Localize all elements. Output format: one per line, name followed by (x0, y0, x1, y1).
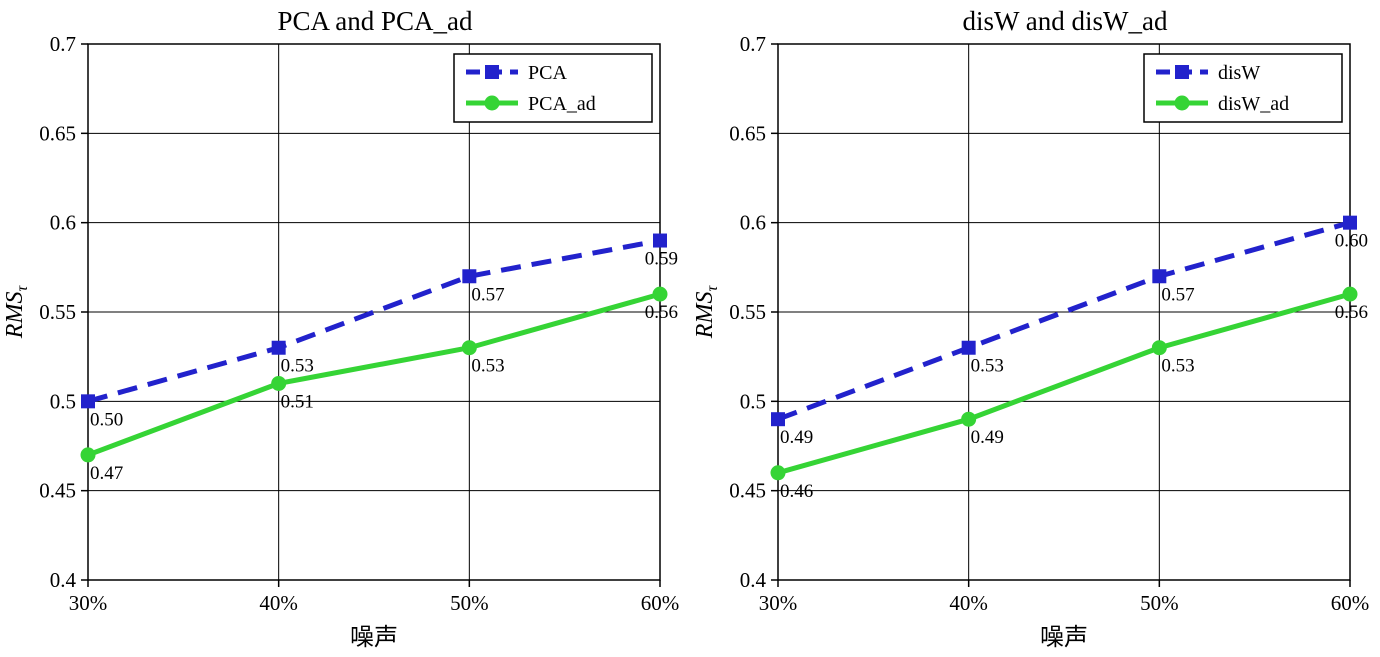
legend-label: disW (1218, 62, 1260, 84)
marker-square-disW (1343, 215, 1357, 230)
marker-circle-PCA_ad (80, 447, 96, 463)
y-tick-label: 0.55 (39, 300, 76, 324)
marker-circle-disW_ad (1342, 286, 1358, 302)
y-tick-label: 0.4 (740, 568, 767, 592)
marker-circle-PCA_ad (271, 375, 287, 391)
legend-marker-square (1175, 65, 1189, 79)
series-line-PCA_ad (87, 291, 661, 458)
legend-label: PCA (528, 62, 567, 84)
marker-square-PCA (462, 269, 477, 284)
data-label: 0.57 (471, 284, 504, 305)
chart-svg-pca: 0.4 0.45 0.5 0.55 0.6 0.65 0.7 30% 40% 50% 60% 噪声 RM… (2, 32, 680, 651)
data-label: 0.50 (90, 409, 123, 430)
data-label: 0.53 (471, 356, 504, 377)
series-line-PCA (87, 238, 661, 404)
marker-circle-disW_ad (961, 411, 977, 427)
data-label: 0.60 (1335, 231, 1368, 252)
y-tick-label: 0.45 (729, 479, 766, 503)
series-line-disW_ad (777, 291, 1351, 476)
y-tick-label: 0.7 (740, 32, 766, 56)
y-tick-label: 0.5 (740, 389, 766, 413)
x-tick-label: 40% (259, 591, 298, 615)
marker-square-PCA (653, 233, 667, 248)
marker-square-disW (771, 412, 785, 427)
legend-label: disW_ad (1218, 93, 1289, 115)
data-label: 0.49 (780, 427, 813, 448)
x-tick-label: 50% (1140, 591, 1179, 615)
y-tick-label: 0.65 (729, 121, 766, 145)
y-tick-label: 0.45 (39, 479, 76, 503)
data-label: 0.51 (281, 391, 314, 412)
y-tick-label: 0.5 (50, 389, 76, 413)
x-tick-label: 50% (450, 591, 489, 615)
x-tick-label: 60% (641, 591, 680, 615)
plot-border (777, 43, 1351, 581)
data-label: 0.57 (1161, 284, 1194, 305)
chart-svg-disw: 0.4 0.45 0.5 0.55 0.6 0.65 0.7 30% 40% 50% 60% 噪声 RM… (692, 32, 1370, 651)
data-label: 0.59 (645, 249, 678, 270)
marker-circle-PCA_ad (652, 286, 668, 302)
data-label: 0.49 (971, 427, 1004, 448)
marker-square-PCA (271, 340, 286, 355)
chart-title-pca: PCA and PCA_ad (277, 6, 473, 36)
data-label: 0.53 (281, 356, 314, 377)
legend-marker-circle (1174, 95, 1190, 111)
legend-marker-circle (484, 95, 500, 111)
x-tick-label: 60% (1331, 591, 1370, 615)
x-axis-label: 噪声 (350, 624, 398, 651)
y-tick-label: 0.6 (50, 211, 76, 235)
x-axis-label: 噪声 (1040, 624, 1088, 651)
marker-square-PCA (81, 394, 95, 409)
marker-circle-PCA_ad (461, 340, 477, 356)
y-tick-label: 0.6 (740, 211, 766, 235)
marker-circle-disW_ad (1151, 340, 1167, 356)
plot-border (87, 43, 661, 581)
chart-panel-disw: disW and disW_ad 0.4 0.45 0.5 0.55 0.6 0.65 0.… (690, 0, 1380, 657)
legend-marker-square (485, 65, 499, 79)
marker-square-disW (1152, 269, 1167, 284)
data-label: 0.56 (645, 302, 678, 323)
y-tick-label: 0.55 (729, 300, 766, 324)
data-label: 0.47 (90, 463, 123, 484)
y-axis-label: RMSτ (2, 285, 31, 340)
data-label: 0.56 (1335, 302, 1368, 323)
data-label: 0.53 (971, 356, 1004, 377)
marker-circle-disW_ad (770, 465, 786, 481)
x-tick-label: 30% (69, 591, 108, 615)
legend-label: PCA_ad (528, 93, 596, 115)
y-axis-label: RMSτ (692, 285, 721, 340)
chart-panel-pca: PCA and PCA_ad 0.4 0.45 0.5 0.55 0.6 0.65 0.7 3… (2, 6, 680, 651)
data-label: 0.46 (780, 481, 813, 502)
y-tick-label: 0.7 (50, 32, 76, 56)
data-label: 0.53 (1161, 356, 1194, 377)
y-tick-label: 0.4 (50, 568, 77, 592)
x-tick-label: 30% (759, 591, 798, 615)
y-tick-label: 0.65 (39, 121, 76, 145)
marker-square-disW (961, 340, 976, 355)
chart-title-disw: disW and disW_ad (962, 6, 1168, 36)
series-line-disW (777, 220, 1351, 422)
x-tick-label: 40% (949, 591, 988, 615)
